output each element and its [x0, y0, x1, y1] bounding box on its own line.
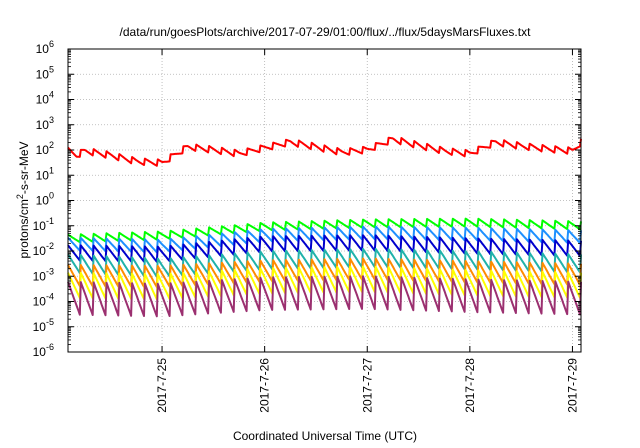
y-tick-label: 100 [36, 191, 54, 208]
y-tick-label: 10-6 [33, 342, 54, 359]
series-line-6 [67, 265, 582, 301]
series-line-7 [67, 275, 582, 318]
y-tick-label: 10-2 [33, 241, 54, 258]
y-axis-label-sup: 2 [15, 194, 25, 199]
series-line-2 [67, 225, 582, 254]
y-tick-label: 105 [36, 64, 54, 81]
x-tick-label: 2017-7-28 [463, 358, 477, 413]
y-tick-label: 10-5 [33, 317, 54, 334]
y-tick-label: 10-4 [33, 292, 54, 309]
x-tick-label: 2017-7-26 [258, 358, 272, 413]
y-axis-label-rest: -s-sr-MeV [17, 141, 31, 194]
x-tick-labels: 2017-7-25 2017-7-26 2017-7-27 2017-7-28 2017… [155, 358, 579, 413]
x-tick-label: 2017-7-29 [565, 358, 579, 413]
y-tick-label: 10-3 [33, 266, 54, 283]
x-tick-label: 2017-7-25 [155, 358, 169, 413]
series-line-1 [67, 217, 582, 244]
y-tick-label: 102 [36, 140, 54, 157]
y-axis-label-base: protons/cm [17, 199, 31, 258]
series-line-0 [67, 136, 582, 167]
chart-title: /data/run/goesPlots/archive/2017-07-29/0… [120, 25, 532, 39]
y-tick-label: 101 [36, 165, 54, 182]
y-tick-label: 103 [36, 115, 54, 132]
series-line-4 [67, 247, 582, 278]
tick-marks [68, 48, 581, 353]
grid-lines [68, 48, 581, 353]
series-line-5 [67, 257, 582, 288]
y-tick-label: 106 [36, 39, 54, 56]
y-tick-label: 104 [36, 90, 54, 107]
y-axis-label: protons/cm2-s-sr-MeV [15, 141, 31, 258]
x-axis-label: Coordinated Universal Time (UTC) [233, 429, 417, 443]
series-line-3 [67, 234, 582, 263]
x-tick-label: 2017-7-27 [360, 358, 374, 413]
y-tick-label: 10-1 [33, 216, 54, 233]
y-tick-labels: 10-6 10-5 10-4 10-3 10-2 10-1 100 101 102 103 104 1… [33, 39, 54, 359]
series-layer [67, 136, 582, 318]
